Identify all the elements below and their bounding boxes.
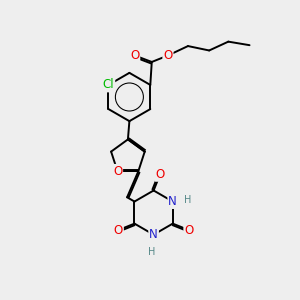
Text: O: O [113,165,122,178]
Text: H: H [148,247,156,257]
Text: N: N [168,195,177,208]
Text: H: H [184,195,191,205]
Text: O: O [114,224,123,237]
Text: O: O [130,49,139,62]
Text: N: N [149,228,158,241]
Text: O: O [155,168,165,181]
Text: O: O [163,49,172,62]
Text: Cl: Cl [103,78,114,92]
Text: O: O [184,224,194,237]
